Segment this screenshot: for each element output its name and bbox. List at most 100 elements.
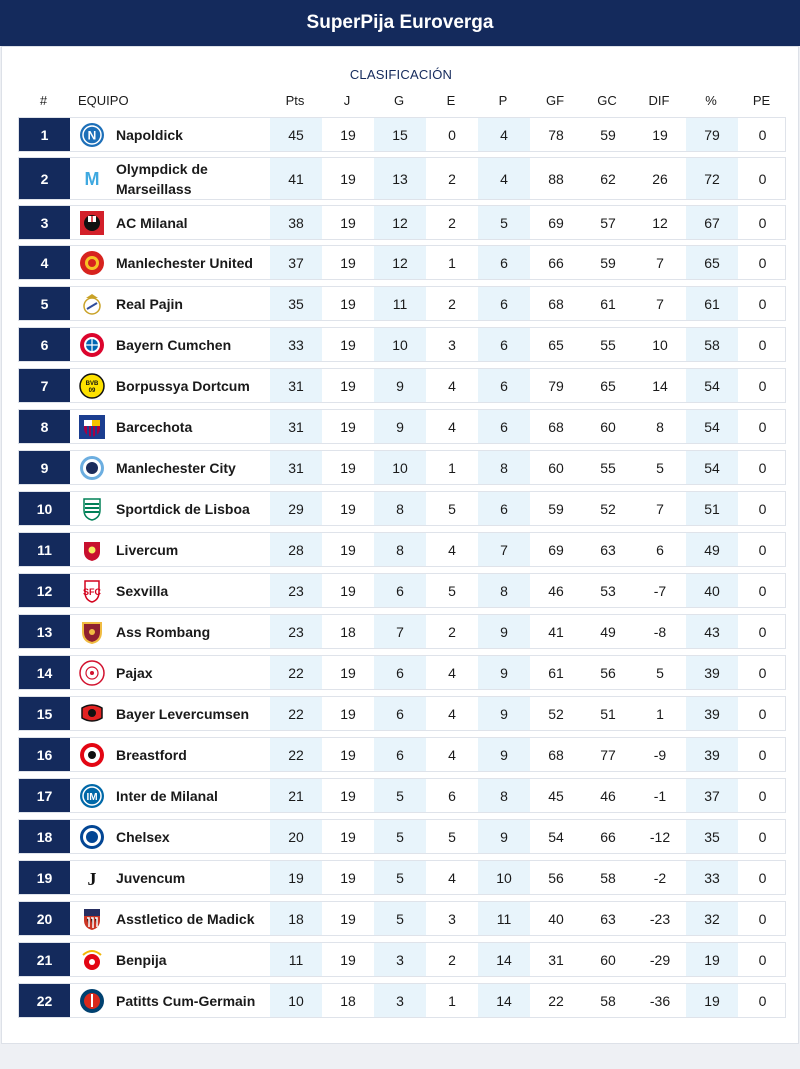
- table-row: 22 Patitts Cum-Germain 10 18 3 1 14 22 58 -36 19 0: [18, 983, 786, 1018]
- stat-dif: -9: [653, 746, 667, 763]
- stat-g: 3: [374, 984, 426, 1017]
- stat-dif: 6: [656, 541, 664, 558]
- rank-badge: 9: [19, 451, 70, 484]
- benfica-crest-icon: [79, 947, 105, 973]
- header-g: G: [393, 93, 405, 108]
- stat-e: 3: [448, 910, 456, 927]
- stat-pe: 0: [758, 295, 767, 312]
- header-dif: DIF: [648, 93, 670, 108]
- team-cell: Barcechota: [79, 410, 269, 443]
- stat-p: 6: [478, 246, 530, 279]
- stat-g: 6: [374, 574, 426, 607]
- stat-gf: 78: [548, 126, 564, 143]
- stat-e: 5: [448, 500, 456, 517]
- stat-j: 19: [340, 746, 356, 763]
- stat-pe: 0: [758, 336, 767, 353]
- team-name: Barcechota: [116, 418, 193, 435]
- stat-e: 2: [448, 951, 456, 968]
- team-cell: Manlechester City: [79, 451, 269, 484]
- rank-badge: 13: [19, 615, 70, 648]
- team-cell: Livercum: [79, 533, 269, 566]
- man-city-crest-icon: [79, 455, 105, 481]
- stat-e: 2: [448, 214, 456, 231]
- svg-text:N: N: [88, 128, 97, 142]
- stat-gf: 52: [548, 705, 564, 722]
- rank-badge: 18: [19, 820, 70, 853]
- stat-pts: 38: [270, 206, 322, 239]
- team-cell: Patitts Cum-Germain: [79, 984, 269, 1017]
- stat-pct: 54: [686, 410, 738, 443]
- stat-p: 8: [478, 779, 530, 812]
- stat-e: 1: [448, 254, 456, 271]
- table-row: 6 Bayern Cumchen 33 19 10 3 6 65 55 10 58 0: [18, 327, 786, 362]
- team-cell: Bayern Cumchen: [79, 328, 269, 361]
- stat-p: 9: [478, 656, 530, 689]
- marseille-crest-icon: M: [79, 166, 105, 192]
- svg-text:BVB: BVB: [86, 381, 99, 387]
- stat-dif: 1: [656, 705, 664, 722]
- stat-pct: 37: [686, 779, 738, 812]
- stat-e: 4: [448, 541, 456, 558]
- stat-pts: 20: [270, 820, 322, 853]
- stat-pct: 39: [686, 697, 738, 730]
- stat-p: 5: [478, 206, 530, 239]
- stat-gc: 62: [600, 170, 616, 187]
- team-cell: AC Milanal: [79, 206, 269, 239]
- stat-pe: 0: [758, 869, 767, 886]
- rank-badge: 14: [19, 656, 70, 689]
- stat-p: 6: [478, 328, 530, 361]
- liverpool-crest-icon: [79, 537, 105, 563]
- brentford-crest-icon: [79, 742, 105, 768]
- stat-gc: 65: [600, 377, 616, 394]
- stat-pct: 61: [686, 287, 738, 320]
- stat-j: 19: [340, 214, 356, 231]
- stat-p: 4: [478, 118, 530, 151]
- stat-pe: 0: [758, 377, 767, 394]
- team-name: Real Pajin: [116, 295, 183, 312]
- stat-j: 19: [340, 459, 356, 476]
- man-united-crest-icon: [79, 250, 105, 276]
- stat-pts: 11: [270, 943, 322, 976]
- stat-pe: 0: [758, 126, 767, 143]
- app-header: SuperPija Euroverga: [0, 0, 800, 46]
- stat-j: 19: [340, 951, 356, 968]
- stat-g: 15: [374, 118, 426, 151]
- team-name: Sportdick de Lisboa: [116, 500, 250, 517]
- team-cell: Benpija: [79, 943, 269, 976]
- stat-j: 19: [340, 787, 356, 804]
- rank-badge: 12: [19, 574, 70, 607]
- team-name: Borpussya Dortcum: [116, 377, 250, 394]
- stat-p: 8: [478, 574, 530, 607]
- table-row: 8 Barcechota 31 19 9 4 6 68 60 8 54 0: [18, 409, 786, 444]
- stat-dif: -29: [649, 951, 671, 968]
- stat-pts: 31: [270, 369, 322, 402]
- stat-gf: 60: [548, 459, 564, 476]
- rank-badge: 16: [19, 738, 70, 771]
- team-cell: Manlechester United: [79, 246, 269, 279]
- stat-pct: 39: [686, 656, 738, 689]
- stat-gf: 65: [548, 336, 564, 353]
- stat-pts: 22: [270, 738, 322, 771]
- stat-g: 6: [374, 738, 426, 771]
- stat-dif: 7: [656, 295, 664, 312]
- stat-g: 5: [374, 779, 426, 812]
- rank-badge: 7: [19, 369, 70, 402]
- stat-p: 9: [478, 615, 530, 648]
- stat-p: 9: [478, 820, 530, 853]
- stat-pe: 0: [758, 746, 767, 763]
- table-row: 1 N Napoldick 45 19 15 0 4 78 59 19 79 0: [18, 117, 786, 152]
- stat-g: 6: [374, 656, 426, 689]
- stat-pts: 19: [270, 861, 322, 894]
- stat-pe: 0: [758, 459, 767, 476]
- stat-g: 3: [374, 943, 426, 976]
- stat-gc: 46: [600, 787, 616, 804]
- stat-gf: 41: [548, 623, 564, 640]
- rank-badge: 20: [19, 902, 70, 935]
- header-pts: Pts: [285, 93, 305, 108]
- team-name: Bayern Cumchen: [116, 336, 232, 353]
- juventus-crest-icon: J: [79, 865, 105, 891]
- stat-e: 4: [448, 418, 456, 435]
- stat-p: 14: [478, 984, 530, 1017]
- stat-gf: 56: [548, 869, 564, 886]
- stat-p: 9: [478, 697, 530, 730]
